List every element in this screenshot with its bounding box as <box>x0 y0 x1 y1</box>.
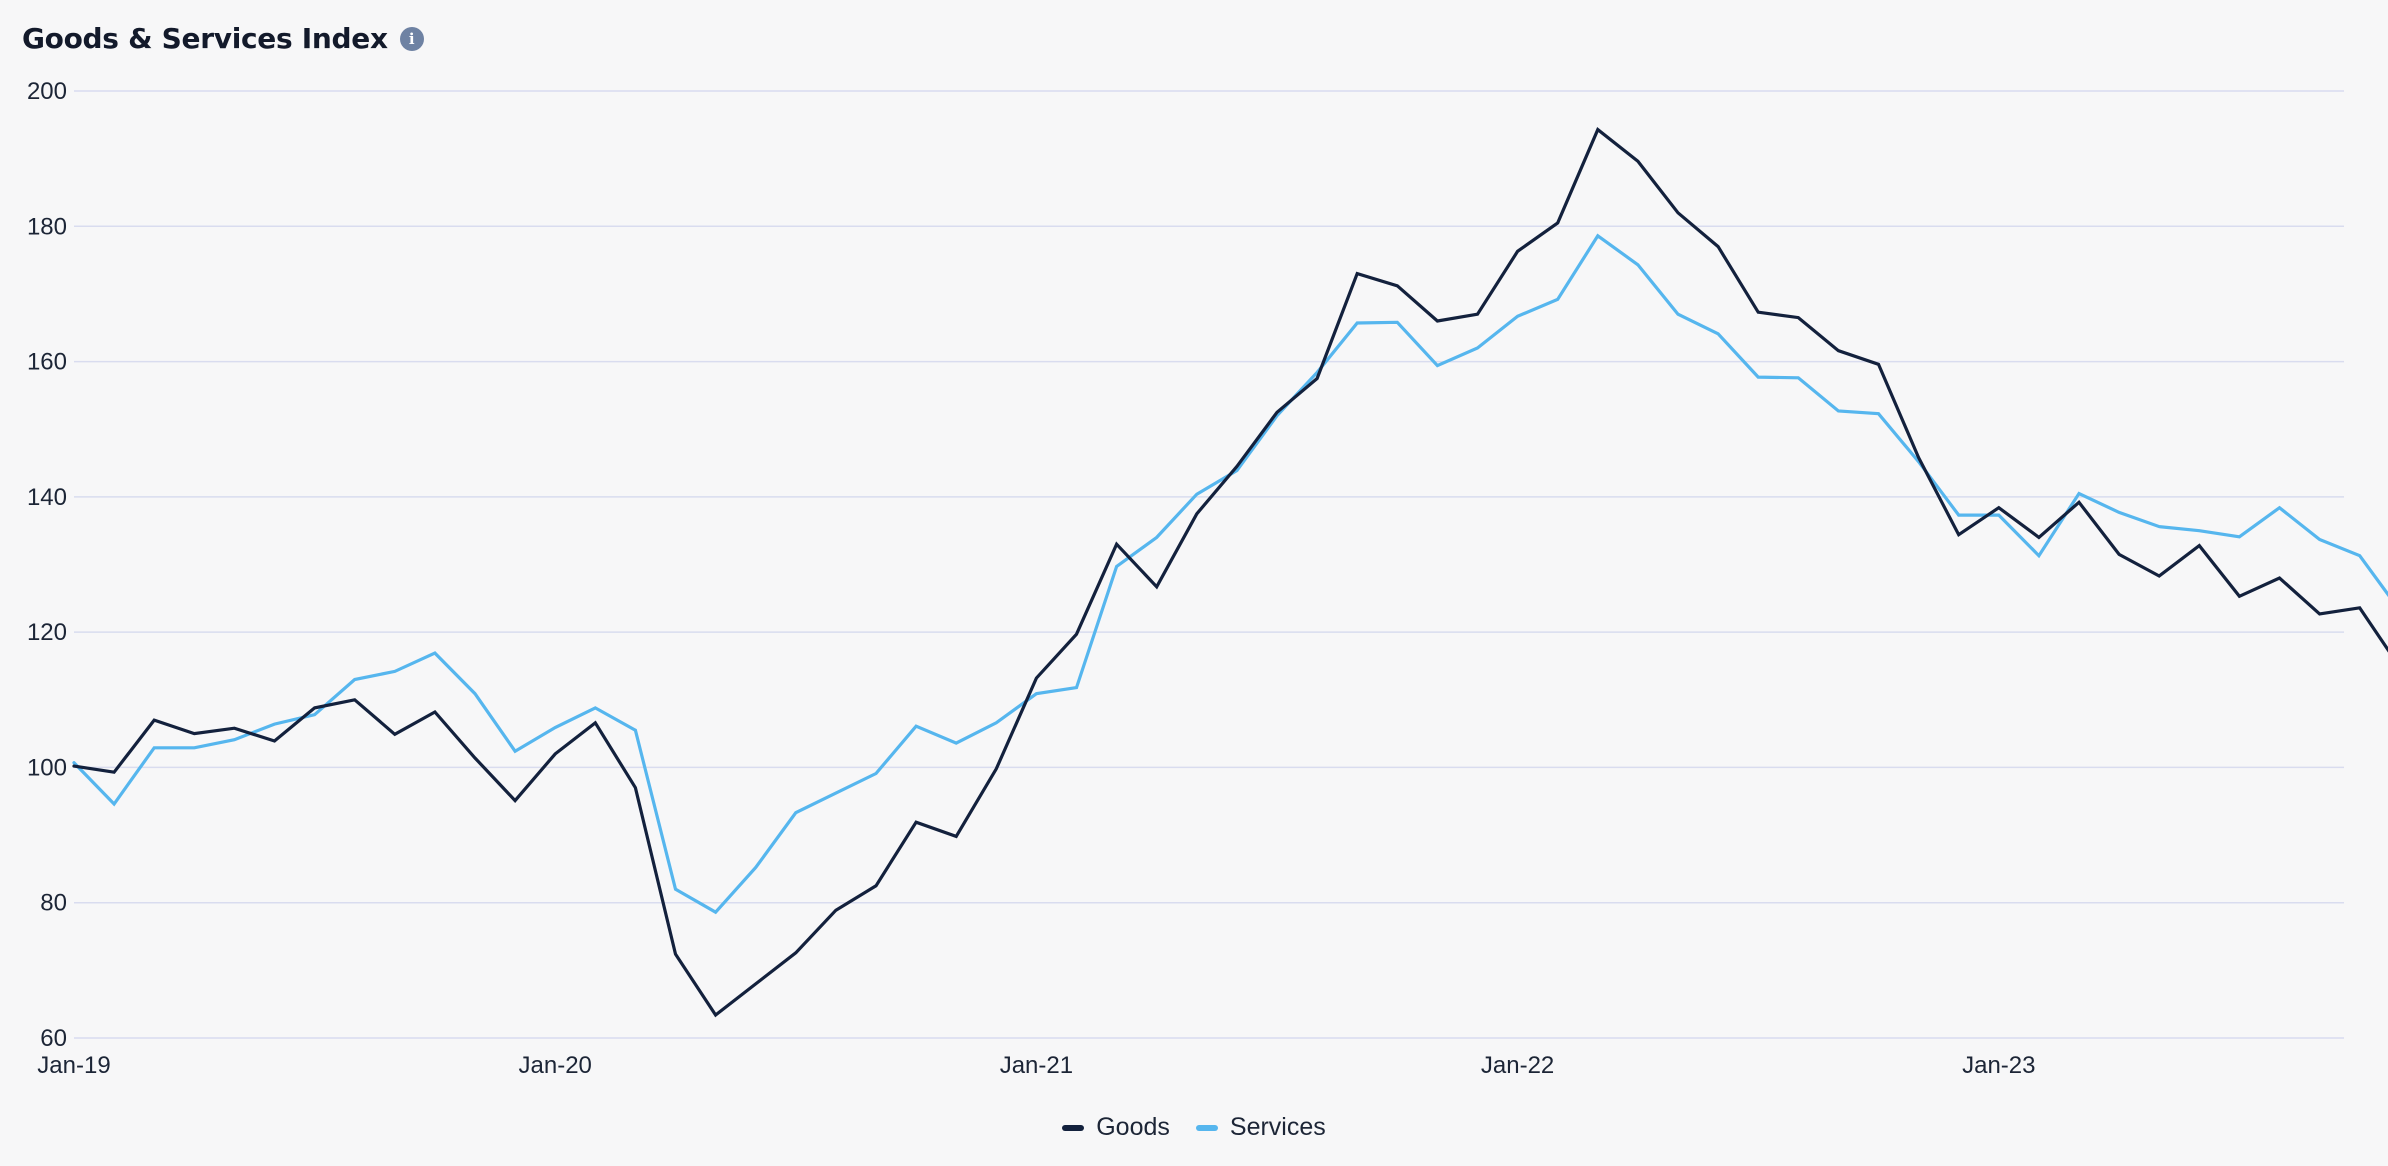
info-icon[interactable]: i <box>399 26 424 51</box>
chart-header: Goods & Services Index i <box>22 22 424 55</box>
legend-label-goods: Goods <box>1096 1113 1170 1141</box>
legend-item-goods[interactable]: Goods <box>1062 1113 1170 1142</box>
y-tick-label-80: 80 <box>40 890 67 917</box>
legend-swatch-goods <box>1062 1124 1085 1131</box>
x-tick-label-Jan-19: Jan-19 <box>37 1052 110 1079</box>
x-tick-label-Jan-23: Jan-23 <box>1962 1052 2035 1079</box>
x-tick-label-Jan-21: Jan-21 <box>1000 1052 1073 1079</box>
y-tick-label-100: 100 <box>27 754 67 781</box>
x-tick-label-Jan-22: Jan-22 <box>1481 1052 1554 1079</box>
y-tick-label-160: 160 <box>27 349 67 376</box>
chart-title: Goods & Services Index <box>22 22 388 55</box>
legend-swatch-services <box>1195 1124 1218 1131</box>
legend-item-services[interactable]: Services <box>1195 1113 1326 1142</box>
y-tick-label-200: 200 <box>27 78 67 105</box>
series-line-goods <box>72 127 2388 1018</box>
x-tick-label-Jan-20: Jan-20 <box>519 1052 592 1079</box>
y-tick-label-120: 120 <box>27 619 67 646</box>
legend-label-services: Services <box>1229 1113 1326 1141</box>
y-tick-label-180: 180 <box>27 213 67 240</box>
y-tick-label-60: 60 <box>40 1025 67 1052</box>
y-tick-label-140: 140 <box>27 484 67 511</box>
chart-legend: Goods Services <box>0 1113 2388 1142</box>
series-line-services <box>72 233 2388 915</box>
